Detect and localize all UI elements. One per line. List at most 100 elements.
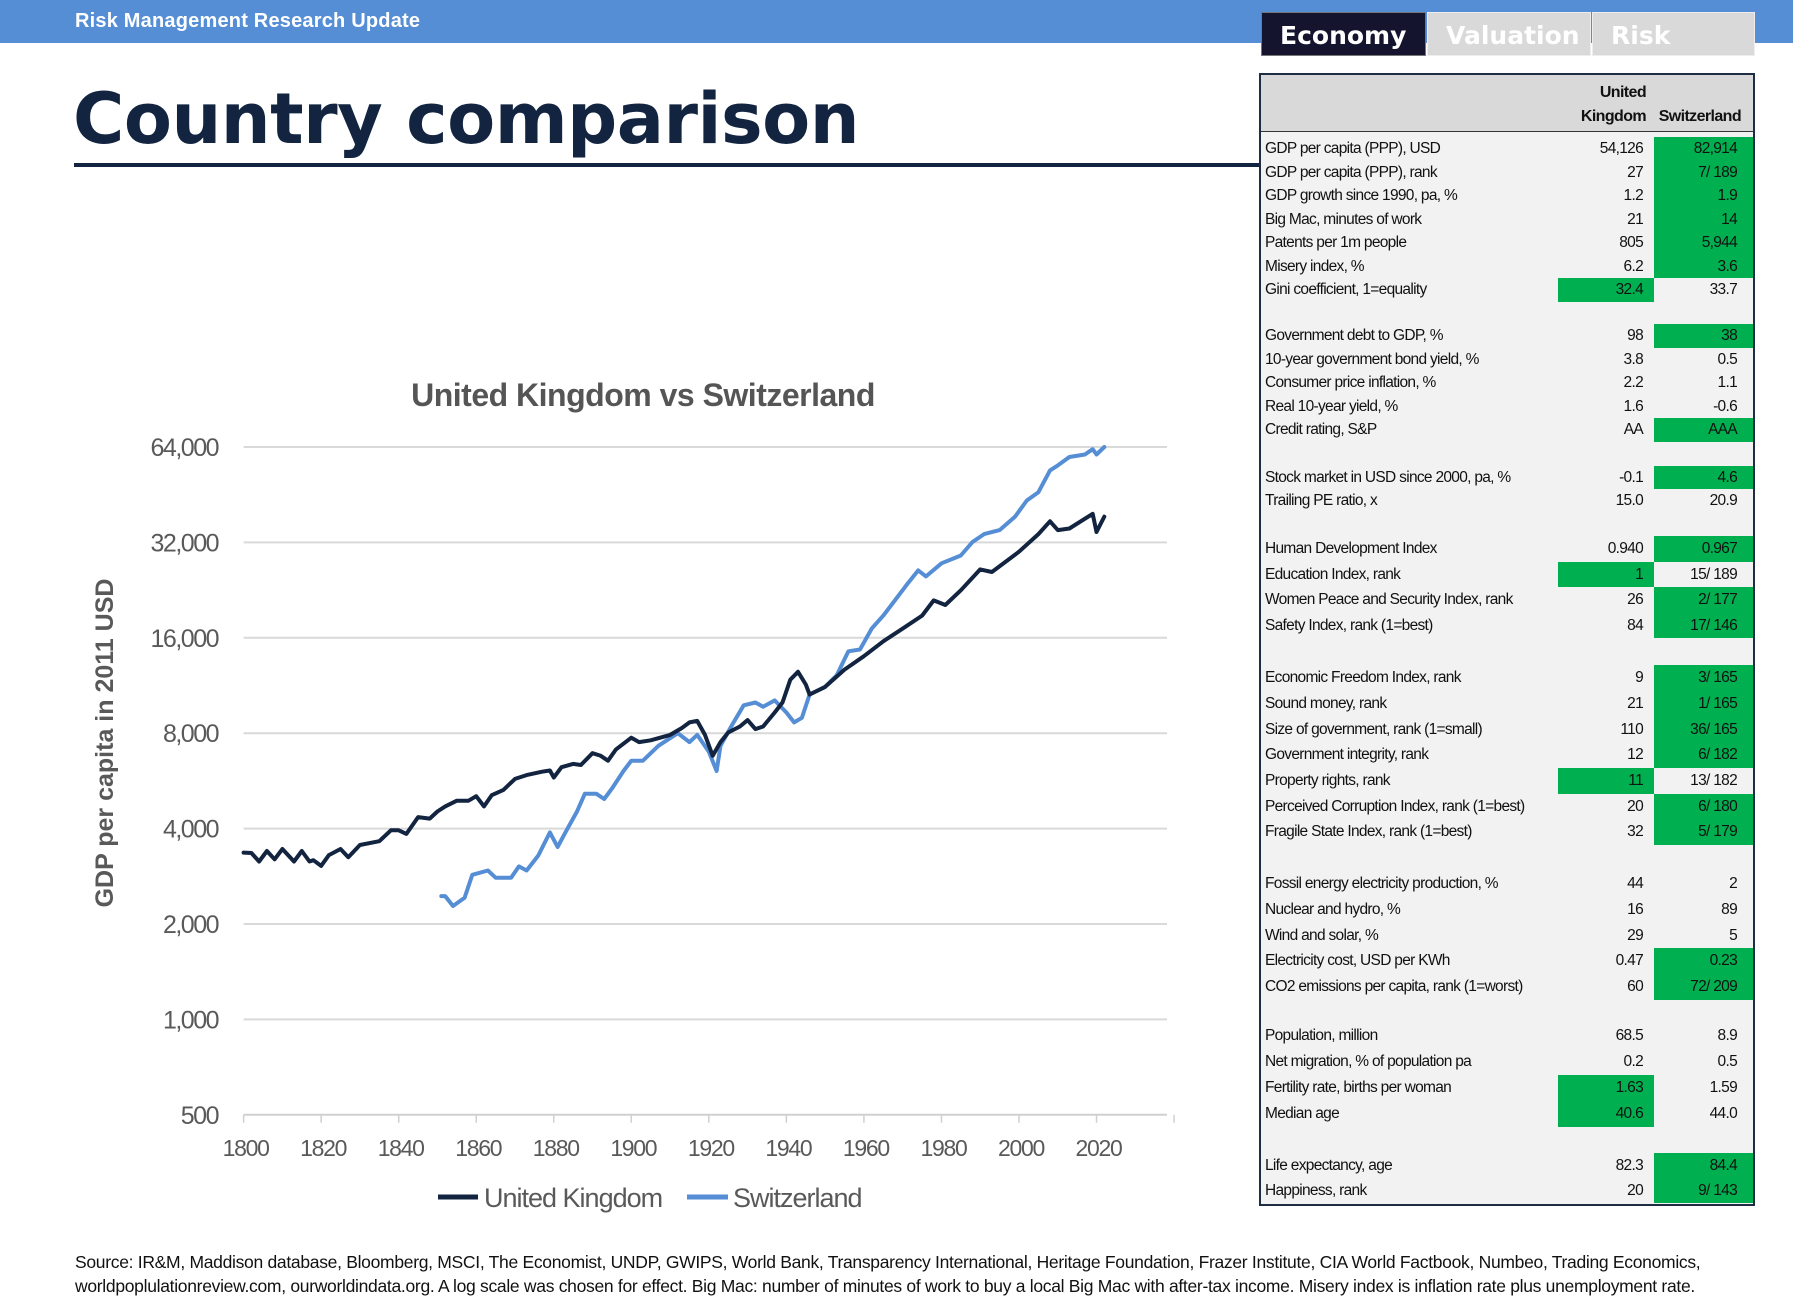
cell-united-kingdom: 84 [1627,616,1644,634]
row-label: Consumer price inflation, % [1265,374,1436,392]
cell-switzerland: 4.6 [1654,465,1753,489]
cell-switzerland: AAA [1654,418,1753,442]
table-row: GDP per capita (PPP), USD 54,126 82,914 [1261,137,1753,161]
cell-united-kingdom: 9 [1635,669,1644,687]
x-tick-label: 1820 [300,1135,346,1161]
row-label: Government integrity, rank [1265,746,1429,764]
x-tick-label: 1980 [920,1135,966,1161]
gdp-chart: United Kingdom vs Switzerland GDP per ca… [91,377,1175,1213]
y-tick-label: 4,000 [163,816,219,844]
cell-switzerland: 20.9 [1709,491,1738,509]
row-label: Safety Index, rank (1=best) [1265,616,1433,634]
cell-united-kingdom: 11 [1558,767,1654,794]
cell-united-kingdom: 16 [1627,900,1644,918]
comparison-table: United Kingdom Switzerland GDP per capit… [1259,73,1755,1206]
table-row: Size of government, rank (1=small) 110 36/… [1261,716,1753,743]
cell-united-kingdom: 805 [1619,234,1643,252]
cell-switzerland: 82,914 [1654,137,1753,161]
table-row: Happiness, rank 20 9/ 143 [1261,1177,1753,1203]
x-tick-label: 1940 [765,1135,811,1161]
table-row: Government debt to GDP, % 98 38 [1261,324,1753,348]
cell-switzerland: 0.5 [1717,350,1738,368]
cell-united-kingdom: 0.940 [1607,540,1644,558]
cell-switzerland: 17/ 146 [1654,612,1753,639]
row-label: Real 10-year yield, % [1265,397,1398,415]
cell-united-kingdom: 29 [1627,926,1644,944]
cell-switzerland: 6/ 182 [1654,742,1753,768]
cell-united-kingdom: 110 [1620,720,1643,738]
col-header-switzerland: Switzerland [1658,108,1742,125]
cell-switzerland: 15/ 189 [1690,565,1738,583]
col-header-uk-line1: United [1599,84,1647,101]
row-label: Happiness, rank [1265,1181,1367,1199]
table-row: Stock market in USD since 2000, pa, % -0.… [1261,465,1753,489]
cell-switzerland: 1.59 [1709,1079,1738,1096]
cell-switzerland: -0.6 [1713,397,1738,415]
cell-switzerland: 1.1 [1717,374,1738,392]
series-line-united-kingdom [241,511,1107,868]
row-label: Property rights, rank [1265,771,1391,789]
row-label: Perceived Corruption Index, rank (1=best… [1265,797,1525,815]
cell-switzerland: 5/ 179 [1654,819,1753,846]
cell-united-kingdom: 21 [1627,210,1644,228]
y-tick-label: 8,000 [163,720,219,748]
row-label: CO2 emissions per capita, rank (1=worst) [1265,977,1523,995]
row-label: Fertility rate, births per woman [1265,1079,1452,1096]
row-label: GDP growth since 1990, pa, % [1265,187,1458,205]
col-header-uk-line2: Kingdom [1580,108,1647,125]
cell-united-kingdom: 32.4 [1558,278,1654,302]
cell-switzerland: 72/ 209 [1654,973,1753,1000]
cell-switzerland: 84.4 [1654,1152,1753,1178]
y-tick-label: 500 [181,1102,219,1130]
tab-economy[interactable]: Economy [1261,12,1426,56]
x-tick-label: 1960 [843,1135,889,1161]
table-row: Net migration, % of population pa 0.2 0.5 [1261,1049,1753,1075]
y-tick-label: 64,000 [151,434,219,462]
cell-united-kingdom: 20 [1627,797,1644,815]
table-row: Population, million 68.5 8.9 [1261,1023,1753,1049]
table-row: Perceived Corruption Index, rank (1=best… [1261,793,1753,820]
row-label: Fragile State Index, rank (1=best) [1265,823,1472,841]
cell-switzerland: 1.9 [1654,184,1753,208]
cell-united-kingdom: 82.3 [1615,1156,1644,1174]
cell-switzerland: 3/ 165 [1654,665,1753,691]
tab-risk[interactable]: Risk [1592,12,1755,56]
table-row: Electricity cost, USD per KWh 0.47 0.23 [1261,948,1753,974]
table-row: GDP per capita (PPP), rank 27 7/ 189 [1261,160,1753,185]
cell-united-kingdom: 60 [1627,977,1644,995]
cell-united-kingdom: 98 [1627,327,1644,345]
table-row: Credit rating, S&P AA AAA [1261,418,1753,442]
table-row: Sound money, rank 21 1/ 165 [1261,690,1753,717]
y-tick-label: 32,000 [151,529,219,557]
cell-united-kingdom: 21 [1627,694,1644,712]
table-row: Property rights, rank 11 13/ 182 [1261,767,1753,794]
cell-united-kingdom: 0.2 [1623,1053,1644,1070]
table-row: Education Index, rank 1 15/ 189 [1261,561,1753,588]
cell-switzerland: 89 [1721,900,1738,918]
cell-switzerland: 0.967 [1654,536,1753,562]
table-row: Misery index, % 6.2 3.6 [1261,254,1753,279]
table-row: Trailing PE ratio, x 15.0 20.9 [1261,489,1753,512]
cell-united-kingdom: AA [1623,421,1644,439]
cell-united-kingdom: 1.6 [1623,397,1644,415]
footnote-line-2: worldpoplulationreview.com, ourworldinda… [75,1276,1695,1296]
table-row: Fossil energy electricity production, % 4… [1261,871,1753,897]
table-row: Life expectancy, age 82.3 84.4 [1261,1152,1753,1178]
cell-united-kingdom: 68.5 [1615,1027,1644,1044]
page-title: Country comparison [73,78,860,160]
row-label: 10-year government bond yield, % [1265,350,1479,368]
series-line-switzerland [439,445,1107,908]
table-row: Economic Freedom Index, rank 9 3/ 165 [1261,665,1753,691]
row-label: Human Development Index [1265,540,1437,558]
cell-switzerland: 2 [1729,875,1738,893]
x-tick-label: 2000 [998,1135,1044,1161]
cell-united-kingdom: 1.63 [1558,1075,1654,1101]
cell-united-kingdom: 3.8 [1623,350,1644,368]
legend-label-uk: United Kingdom [484,1183,662,1213]
row-label: Misery index, % [1265,257,1365,275]
tab-valuation[interactable]: Valuation [1427,12,1591,56]
footnote-line-1: Source: IR&M, Maddison database, Bloombe… [75,1252,1701,1272]
row-label: Women Peace and Security Index, rank [1265,591,1513,609]
cell-united-kingdom: 1.2 [1623,187,1644,205]
legend-label-ch: Switzerland [733,1183,862,1213]
